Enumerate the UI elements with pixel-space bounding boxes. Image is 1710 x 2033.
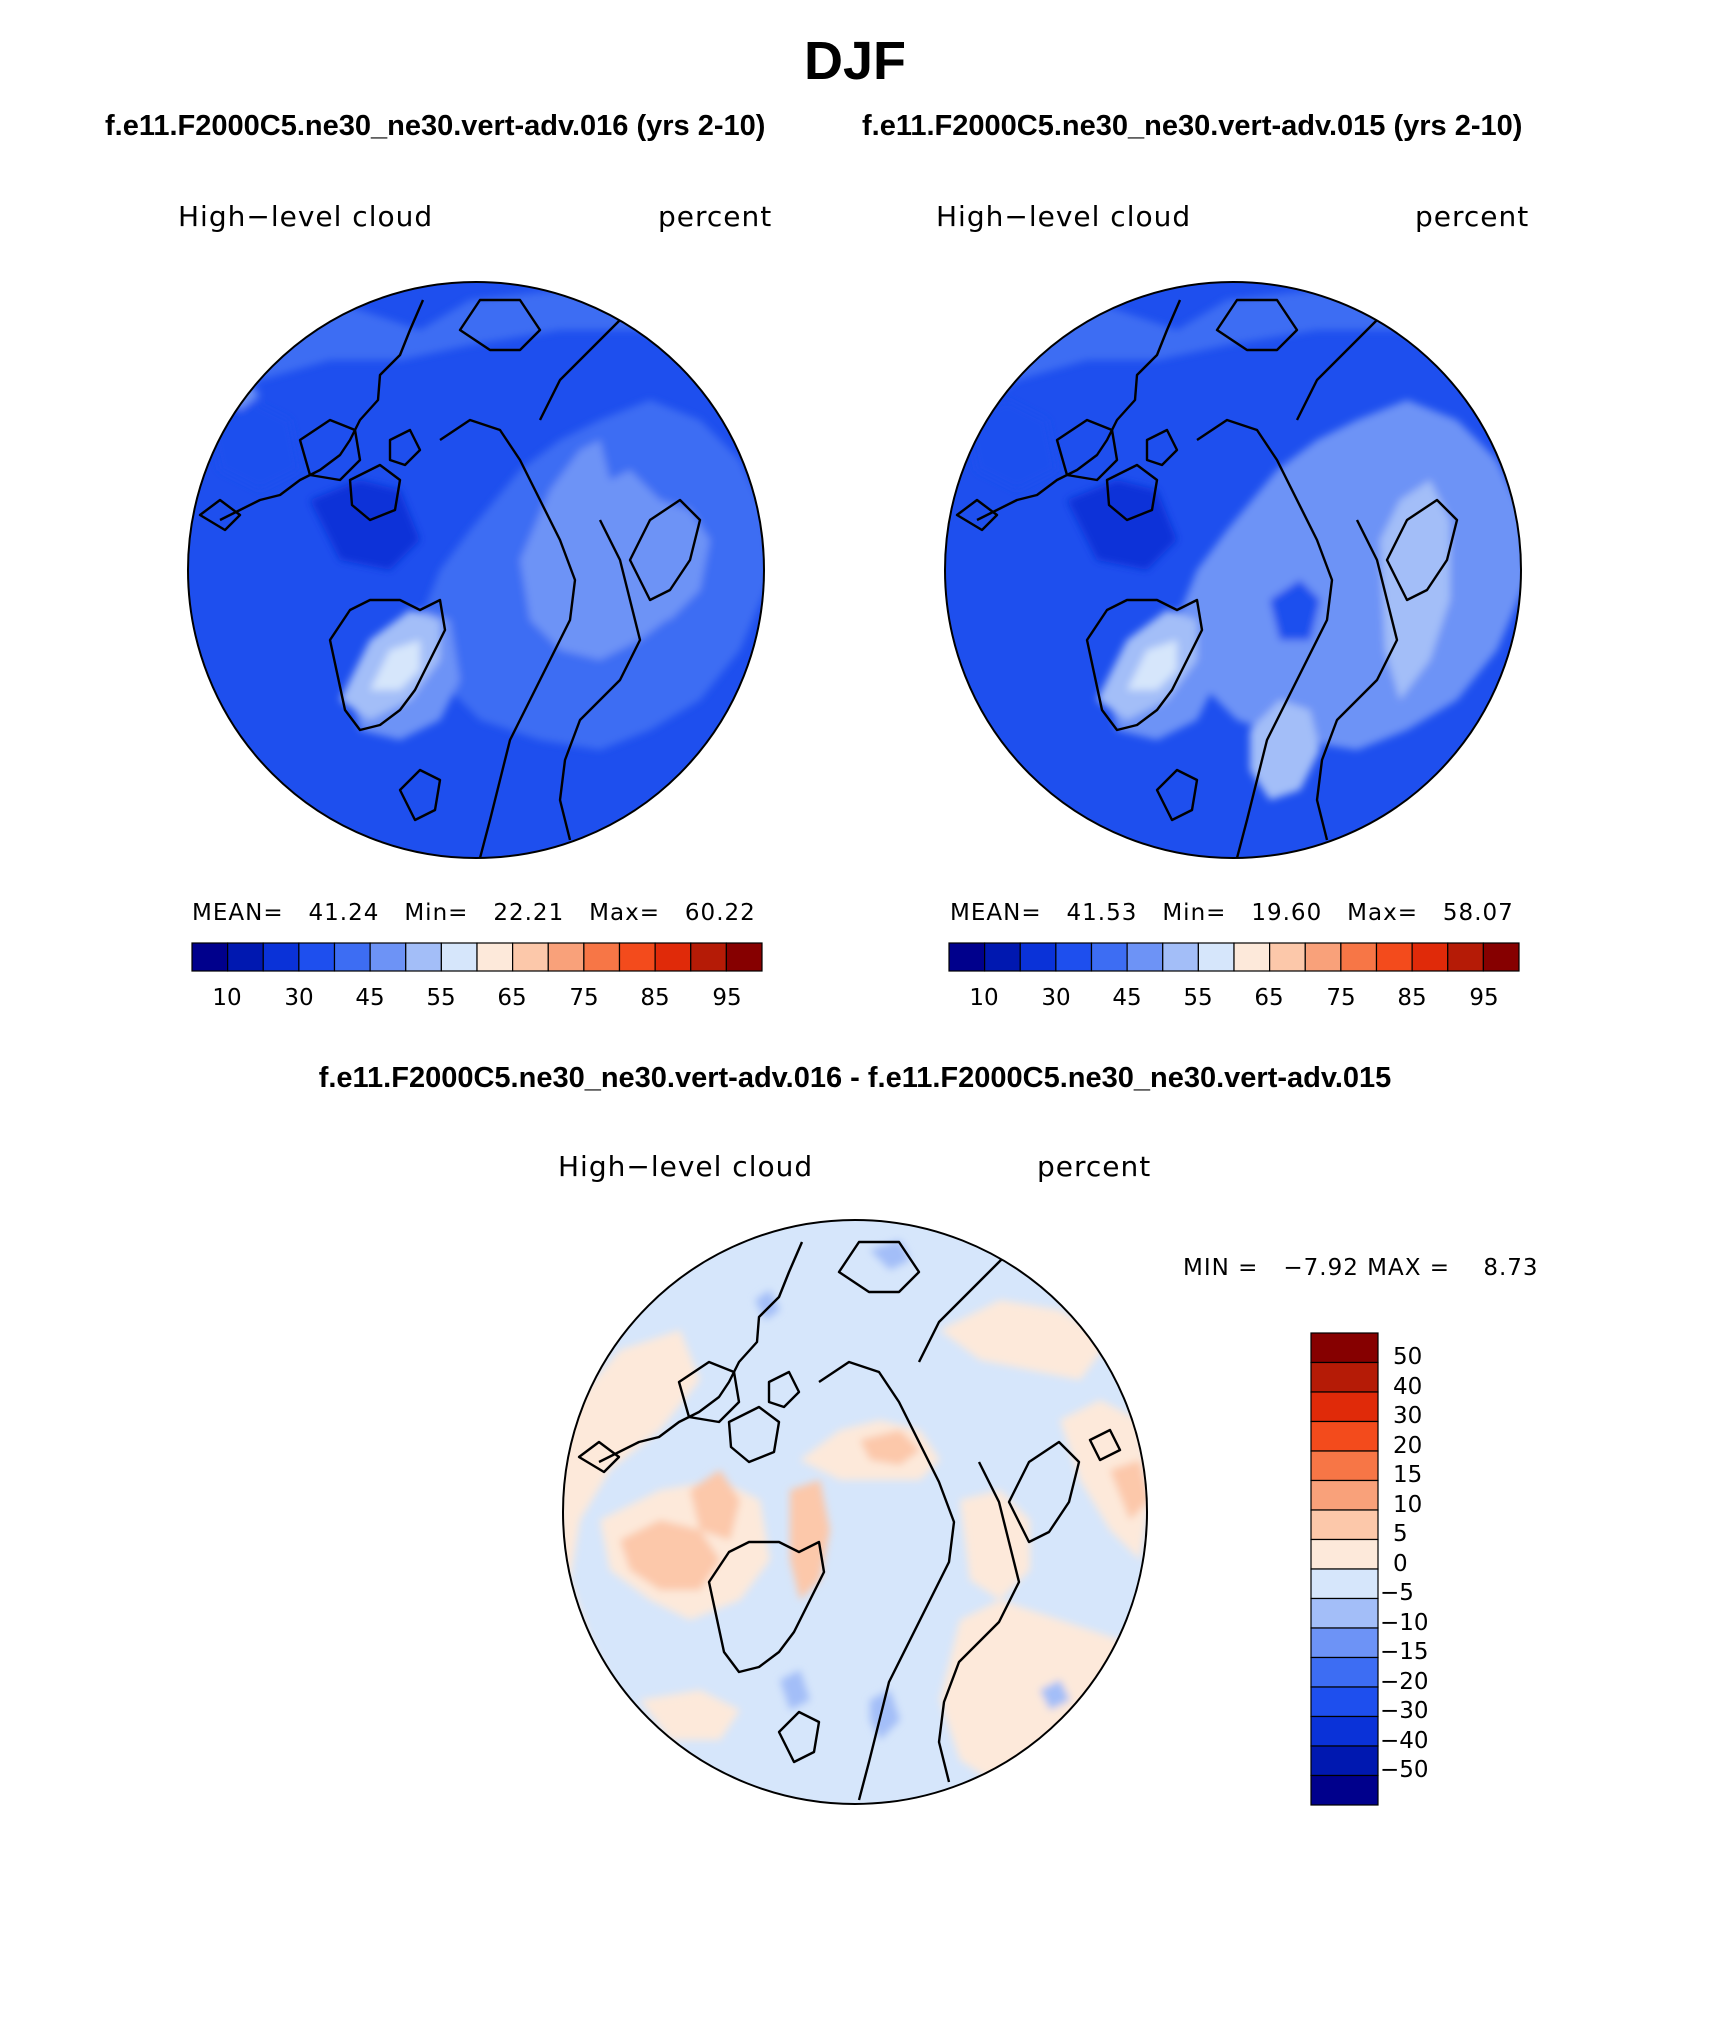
colorbar-swatch — [1310, 1332, 1379, 1364]
diff-case-title: f.e11.F2000C5.ne30_ne30.vert-adv.016 - f… — [318, 1062, 1392, 1094]
right-colorbar-tick: 85 — [1397, 985, 1427, 1011]
colorbar-swatch — [262, 942, 300, 972]
colorbar-swatch — [1310, 1774, 1379, 1806]
colorbar-swatch — [512, 942, 549, 972]
colorbar-swatch — [1310, 1715, 1379, 1747]
colorbar-swatch — [1310, 1538, 1379, 1570]
left-colorbar-tick: 75 — [569, 985, 599, 1011]
left-colorbar-tick: 85 — [640, 985, 670, 1011]
diff-variable-label: High−level cloud — [558, 1150, 814, 1183]
colorbar-swatch — [618, 942, 656, 972]
colorbar-swatch — [1411, 942, 1449, 972]
diff-colorbar-tick: 40 — [1393, 1374, 1423, 1400]
colorbar-swatch — [1310, 1627, 1379, 1659]
diff-colorbar-tick: −50 — [1380, 1757, 1429, 1783]
colorbar-swatch — [1310, 1479, 1379, 1511]
colorbar-swatch — [1310, 1420, 1379, 1452]
diff-colorbar-tick: −10 — [1380, 1610, 1429, 1636]
diff-colorbar-tick: 50 — [1393, 1344, 1423, 1370]
left-cloud-map — [187, 281, 765, 859]
diff-colorbar-tick: 0 — [1393, 1551, 1408, 1577]
colorbar-swatch — [298, 942, 336, 972]
colorbar-swatch — [948, 942, 986, 972]
colorbar-swatch — [1310, 1450, 1379, 1482]
diff-colorbar-tick: 15 — [1393, 1462, 1423, 1488]
colorbar-swatch — [369, 942, 407, 972]
colorbar-swatch — [1233, 942, 1271, 972]
colorbar-swatch — [984, 942, 1021, 972]
colorbar-swatch — [690, 942, 727, 972]
colorbar-swatch — [583, 942, 621, 972]
colorbar-swatch — [1162, 942, 1199, 972]
diff-colorbar-tick: −15 — [1380, 1639, 1429, 1665]
diff-colorbar-tick: 20 — [1393, 1433, 1423, 1459]
colorbar-swatch — [1197, 942, 1235, 972]
left-units-label: percent — [658, 200, 773, 233]
right-colorbar-tick: 30 — [1041, 985, 1071, 1011]
colorbar-swatch — [1310, 1656, 1379, 1688]
colorbar-swatch — [1482, 942, 1520, 972]
right-colorbar-tick: 55 — [1183, 985, 1213, 1011]
left-colorbar-tick: 55 — [426, 985, 456, 1011]
diff-units-label: percent — [1037, 1150, 1152, 1183]
colorbar-swatch — [1447, 942, 1484, 972]
right-colorbar — [948, 942, 1520, 972]
colorbar-swatch — [476, 942, 514, 972]
right-variable-label: High−level cloud — [936, 200, 1192, 233]
colorbar-swatch — [654, 942, 692, 972]
colorbar-swatch — [1310, 1509, 1379, 1541]
right-stats: MEAN= 41.53 Min= 19.60 Max= 58.07 — [950, 900, 1514, 926]
colorbar-swatch — [1310, 1745, 1379, 1777]
diff-colorbar-tick: −20 — [1380, 1669, 1429, 1695]
colorbar-swatch — [1304, 942, 1342, 972]
colorbar-swatch — [1310, 1686, 1379, 1718]
diff-colorbar-tick: 5 — [1393, 1521, 1408, 1547]
diff-colorbar-tick: −40 — [1380, 1728, 1429, 1754]
colorbar-swatch — [227, 942, 264, 972]
colorbar-swatch — [1310, 1391, 1379, 1423]
colorbar-swatch — [1269, 942, 1306, 972]
diff-cloud-map — [562, 1219, 1148, 1805]
left-colorbar-tick: 95 — [712, 985, 742, 1011]
diff-colorbar-tick: −5 — [1380, 1580, 1414, 1606]
colorbar-swatch — [1310, 1361, 1379, 1393]
right-colorbar-tick: 10 — [969, 985, 999, 1011]
right-colorbar-tick: 45 — [1112, 985, 1142, 1011]
right-cloud-map — [944, 281, 1522, 859]
right-case-title: f.e11.F2000C5.ne30_ne30.vert-adv.015 (yr… — [862, 110, 1523, 142]
colorbar-swatch — [191, 942, 229, 972]
diff-colorbar — [1310, 1332, 1379, 1806]
colorbar-swatch — [405, 942, 442, 972]
left-colorbar-tick: 10 — [212, 985, 242, 1011]
colorbar-swatch — [1310, 1597, 1379, 1629]
left-colorbar-tick: 45 — [355, 985, 385, 1011]
left-colorbar-tick: 30 — [284, 985, 314, 1011]
colorbar-swatch — [1310, 1568, 1379, 1600]
right-units-label: percent — [1415, 200, 1530, 233]
left-case-title: f.e11.F2000C5.ne30_ne30.vert-adv.016 (yr… — [105, 110, 766, 142]
diff-colorbar-tick: −30 — [1380, 1698, 1429, 1724]
right-colorbar-tick: 75 — [1326, 985, 1356, 1011]
colorbar-swatch — [333, 942, 371, 972]
left-variable-label: High−level cloud — [178, 200, 434, 233]
figure-title: DJF — [803, 31, 906, 91]
left-stats: MEAN= 41.24 Min= 22.21 Max= 60.22 — [192, 900, 756, 926]
colorbar-swatch — [725, 942, 763, 972]
left-colorbar — [191, 942, 763, 972]
right-colorbar-tick: 95 — [1469, 985, 1499, 1011]
colorbar-swatch — [1340, 942, 1378, 972]
right-colorbar-tick: 65 — [1254, 985, 1284, 1011]
diff-stats: MIN = −7.92 MAX = 8.73 — [1183, 1255, 1539, 1281]
colorbar-swatch — [1019, 942, 1057, 972]
colorbar-swatch — [547, 942, 585, 972]
left-colorbar-tick: 65 — [497, 985, 527, 1011]
colorbar-swatch — [1055, 942, 1093, 972]
colorbar-swatch — [440, 942, 478, 972]
diff-colorbar-tick: 10 — [1393, 1492, 1423, 1518]
colorbar-swatch — [1090, 942, 1128, 972]
diff-colorbar-tick: 30 — [1393, 1403, 1423, 1429]
colorbar-swatch — [1375, 942, 1413, 972]
colorbar-swatch — [1126, 942, 1164, 972]
